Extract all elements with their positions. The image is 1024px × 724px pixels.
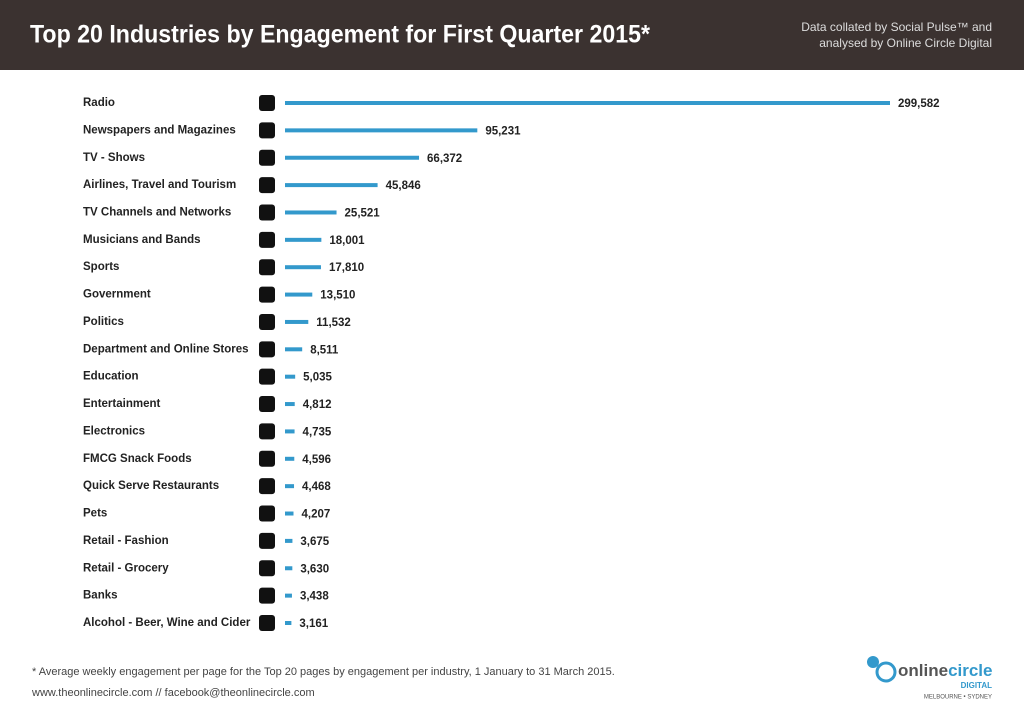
icon [259,560,275,577]
category-label: TV Channels and Networks [83,207,231,219]
bar [285,210,337,215]
icon [259,95,275,111]
icon [259,423,275,440]
value-label: 4,735 [303,426,332,438]
bar [285,402,295,407]
icon [259,450,275,467]
value-label: 45,846 [386,180,421,192]
category-label: Quick Serve Restaurants [83,480,219,492]
value-label: 299,582 [898,98,940,110]
icon [259,204,275,221]
category-label: FMCG Snack Foods [83,453,192,465]
category-label: Retail - Grocery [83,562,169,574]
bar [285,101,890,105]
icon [259,368,275,385]
value-label: 3,675 [300,536,329,548]
header-bar [0,0,1024,70]
bar [285,429,295,434]
website: www.theonlinecircle.com // facebook@theo… [31,687,315,699]
logo: onlinecircle DIGITAL MELBOURNE • SYDNEY [867,656,993,701]
bar [285,347,303,352]
icon [259,615,275,631]
logo-sub: DIGITAL [961,681,993,690]
category-label: Entertainment [83,398,160,410]
bar [285,566,293,571]
bar [285,621,292,625]
category-label: Politics [83,316,124,328]
category-label: Electronics [83,425,145,437]
value-label: 4,468 [302,481,331,493]
value-label: 11,532 [316,317,351,329]
bar [285,155,420,160]
value-label: 25,521 [345,208,381,220]
icon [259,505,275,522]
bar [285,456,295,461]
logo-part: circle [948,661,992,680]
logo-text: onlinecircle [898,661,993,680]
category-label: Pets [83,508,107,520]
value-label: 95,231 [485,125,521,137]
footnote: * Average weekly engagement per page for… [32,666,615,678]
category-label: Department and Online Stores [83,343,249,355]
bar [285,511,294,516]
category-label: Government [83,289,151,301]
bar [285,237,322,242]
icon [259,259,275,276]
icon [259,286,275,303]
icon [259,313,275,330]
bar [285,292,313,297]
source-note: Data collated by Social Pulse™ and [801,20,992,34]
chart-title: Top 20 Industries by Engagement for Firs… [30,21,650,49]
bar [285,374,296,379]
logo-part: online [898,661,948,680]
value-label: 4,812 [303,399,332,411]
value-label: 3,161 [299,618,328,630]
category-label: Sports [83,261,119,273]
bar [285,183,378,188]
value-label: 8,511 [310,344,339,356]
icon [259,122,275,139]
category-label: Education [83,371,139,383]
value-label: 66,372 [427,153,462,165]
bar [285,265,321,270]
value-label: 18,001 [329,235,365,247]
category-label: Retail - Fashion [83,535,169,547]
logo-dot [867,656,879,668]
value-label: 3,438 [300,591,329,603]
bar [285,484,295,489]
bar [285,319,309,324]
category-label: Airlines, Travel and Tourism [83,179,236,191]
icon [259,396,275,413]
category-label: Musicians and Bands [83,234,201,246]
value-label: 4,596 [302,454,331,466]
icon [259,587,275,604]
value-label: 5,035 [303,372,332,384]
category-label: Alcohol - Beer, Wine and Cider [83,617,251,629]
category-label: Newspapers and Magazines [83,124,236,136]
icon [259,532,275,549]
logo-ring [875,661,897,683]
value-label: 3,630 [300,563,329,575]
icon [259,149,275,166]
bar [285,593,292,598]
icon [259,177,275,194]
icon [259,231,275,248]
source-note: analysed by Online Circle Digital [819,36,992,50]
icon [259,478,275,495]
icon [259,341,275,358]
logo-cities: MELBOURNE • SYDNEY [924,695,992,701]
value-label: 17,810 [329,262,364,274]
category-label: TV - Shows [83,152,145,164]
category-label: Banks [83,590,118,602]
bar [285,538,293,543]
value-label: 4,207 [301,509,330,521]
category-label: Radio [83,97,115,109]
bar [285,128,478,133]
value-label: 13,510 [320,290,355,302]
